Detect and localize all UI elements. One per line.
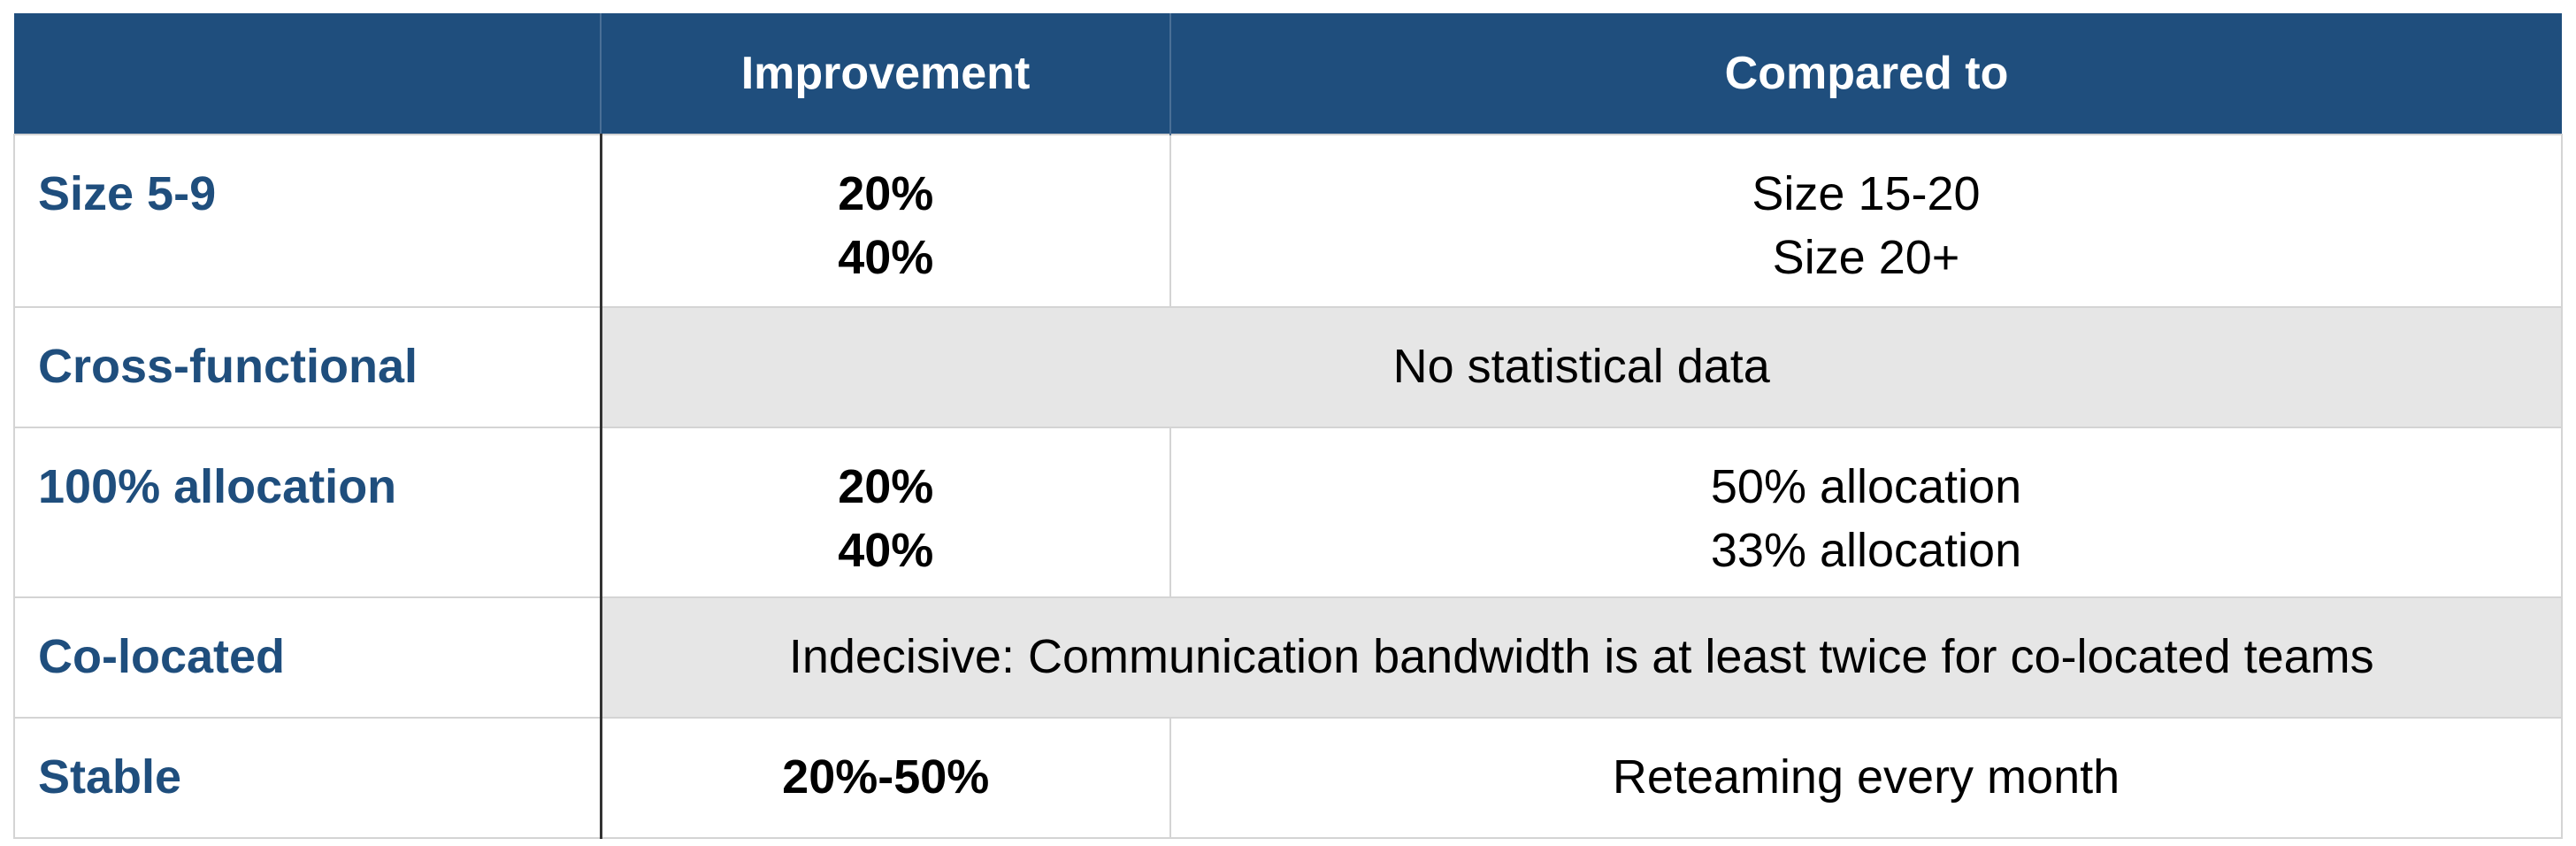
compared-value: Reteaming every month	[1612, 750, 2120, 804]
row-label: 100% allocation	[13, 427, 602, 598]
table-row: Cross-functional No statistical data	[13, 306, 2563, 428]
table-row: Co-located Indecisive: Communication band…	[13, 596, 2563, 719]
improvement-value: 40%	[838, 524, 934, 577]
improvement-value: 20%	[838, 167, 934, 220]
compared-cell: Size 15-20 Size 20+	[1169, 134, 2563, 308]
improvement-cell: 20% 40%	[600, 134, 1171, 308]
improvement-cell: 20%-50%	[600, 717, 1171, 839]
row-label: Stable	[13, 717, 602, 839]
row-label: Co-located	[13, 596, 602, 719]
compared-value: 33% allocation	[1710, 524, 2022, 577]
note-cell: No statistical data	[600, 306, 2563, 428]
table-row: Stable 20%-50% Reteaming every month	[13, 717, 2563, 839]
compared-cell: 50% allocation 33% allocation	[1169, 427, 2563, 598]
header-cell	[14, 13, 601, 135]
comparison-table: Improvement Compared to Size 5-9 20% 40% Si…	[13, 13, 2563, 839]
compared-value: Size 15-20	[1752, 167, 1981, 220]
header-cell: Improvement	[600, 13, 1170, 135]
compared-value: 50% allocation	[1710, 460, 2022, 513]
table-row: Size 5-9 20% 40% Size 15-20 Size 20+	[13, 134, 2563, 308]
improvement-value: 20%	[838, 460, 934, 513]
table-row: 100% allocation 20% 40% 50% allocation 33% a…	[13, 427, 2563, 598]
table-body: Size 5-9 20% 40% Size 15-20 Size 20+ Cross-fu…	[13, 134, 2563, 839]
compared-value: Size 20+	[1772, 231, 1960, 284]
row-label: Cross-functional	[13, 306, 602, 428]
header-cell: Compared to	[1169, 13, 2562, 135]
improvement-value: 20%-50%	[782, 750, 990, 804]
compared-cell: Reteaming every month	[1169, 717, 2563, 839]
improvement-cell: 20% 40%	[600, 427, 1171, 598]
row-label: Size 5-9	[13, 134, 602, 308]
header-row: Improvement Compared to	[14, 13, 2562, 135]
note-cell: Indecisive: Communication bandwidth is a…	[600, 596, 2563, 719]
improvement-value: 40%	[838, 231, 934, 284]
